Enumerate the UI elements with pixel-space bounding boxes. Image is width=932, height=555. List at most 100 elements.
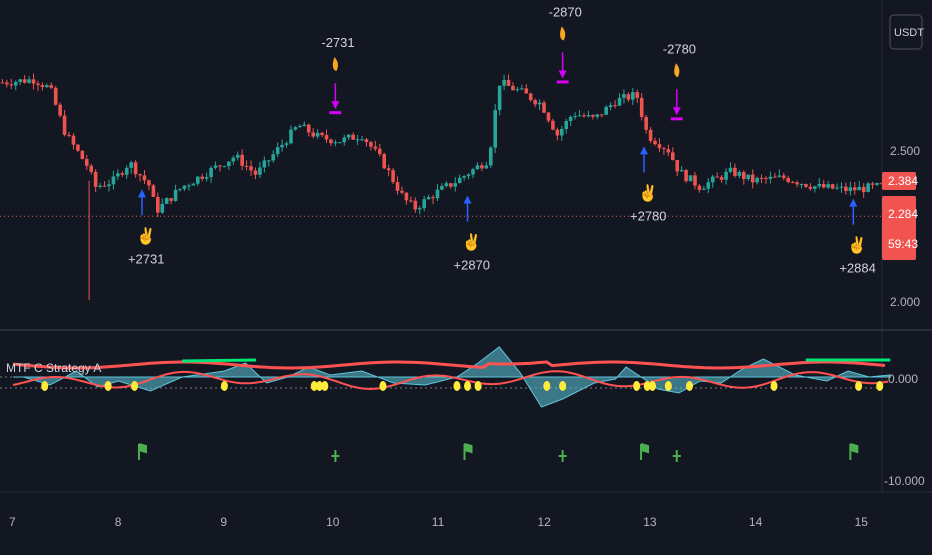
candle-body — [781, 175, 786, 178]
candle-body — [218, 165, 222, 167]
candle-body — [564, 121, 569, 130]
candle-body — [551, 120, 555, 130]
candle-body — [511, 85, 515, 91]
marked-price-text: 2.284 — [888, 207, 918, 221]
osc-buy-flag-icon — [849, 443, 859, 460]
osc-buy-flag-icon — [137, 443, 147, 460]
candle-body — [830, 184, 835, 189]
candle-body — [755, 177, 759, 183]
last-price-text: 2.384 — [888, 174, 918, 188]
osc-signal-dot — [543, 381, 551, 391]
buy-hand-icon: ✌ — [136, 226, 156, 245]
candle-body — [608, 105, 613, 107]
candle-body — [653, 140, 657, 145]
candle-body — [382, 154, 387, 169]
sell-arrow-icon — [558, 70, 567, 79]
candle-body — [475, 165, 480, 170]
candle-body — [662, 148, 666, 150]
candle-body — [631, 92, 635, 100]
candle-body — [124, 167, 129, 175]
candle-body — [426, 197, 431, 200]
candle-body — [710, 176, 715, 183]
candle-body — [648, 129, 653, 141]
candlestick-series — [0, 73, 888, 300]
candle-body — [262, 160, 267, 168]
candle-body — [315, 132, 320, 137]
osc-green-line — [182, 358, 891, 363]
candle-body — [138, 174, 142, 176]
candle-body — [524, 88, 529, 94]
candle-body — [36, 83, 40, 86]
candle-body — [67, 134, 71, 136]
time-tick-14: 14 — [749, 515, 763, 529]
candle-body — [320, 132, 324, 136]
time-tick-11: 11 — [432, 515, 445, 529]
candle-body — [546, 112, 551, 121]
osc-signal-dot — [474, 381, 482, 391]
candle-body — [444, 183, 449, 187]
sell-drop-icon — [674, 63, 680, 78]
candle-body — [102, 185, 107, 187]
candle-body — [195, 176, 200, 184]
oscillator-pane — [0, 346, 891, 462]
price-tick-2500: 2.500 — [890, 144, 920, 158]
candle-body — [804, 184, 808, 187]
candle-body — [502, 80, 506, 86]
candle-body — [857, 186, 862, 191]
candle-body — [89, 165, 94, 172]
candle-body — [129, 162, 133, 168]
candle-body — [98, 185, 102, 187]
osc-red-line — [12, 360, 886, 370]
candle-body — [813, 186, 817, 189]
candle-body — [213, 165, 218, 168]
candle-body — [164, 198, 169, 204]
candle-body — [222, 166, 227, 168]
candle-body — [333, 142, 338, 144]
candle-body — [93, 171, 98, 187]
buy-arrow-icon — [640, 146, 649, 155]
candle-body — [471, 169, 475, 175]
candle-body — [369, 142, 373, 147]
candle-body — [187, 185, 191, 187]
candle-body — [302, 124, 307, 127]
candle-body — [702, 188, 706, 190]
candle-body — [559, 129, 564, 136]
candle-body — [848, 187, 853, 192]
osc-signal-dot — [643, 381, 651, 391]
osc-signal-dot — [316, 381, 324, 391]
osc-signal-dot — [464, 381, 472, 391]
osc-signal-dot — [310, 381, 318, 391]
candle-body — [719, 177, 724, 180]
currency-button[interactable] — [889, 14, 923, 50]
buy-arrow-icon — [463, 195, 472, 204]
last-price-tag — [882, 172, 916, 190]
sell-drop-icon — [560, 26, 566, 41]
candle-body — [311, 132, 315, 137]
candle-body — [404, 192, 409, 201]
candle-body — [484, 165, 489, 169]
candle-body — [391, 170, 395, 183]
osc-signal-dot — [559, 381, 567, 391]
candle-body — [693, 175, 697, 186]
candle-body — [457, 177, 462, 184]
marked-price-tag — [882, 196, 916, 260]
candle-body — [107, 184, 111, 187]
candle-body — [586, 115, 591, 117]
osc-buy-flag-icon — [640, 443, 650, 460]
indicator-legend-title[interactable]: MTF C Strategy A — [6, 361, 101, 375]
osc-signal-dot — [379, 381, 387, 391]
candle-body — [200, 176, 205, 179]
candle-body — [595, 114, 600, 117]
osc-sell-cross-icon — [558, 450, 567, 462]
sell-trade-label: -2870 — [549, 4, 582, 19]
candle-body — [542, 102, 546, 113]
candle-body — [604, 106, 608, 115]
osc-signal-dot — [876, 381, 884, 391]
candle-body — [9, 84, 14, 86]
candle-body — [799, 184, 804, 186]
candle-body — [555, 129, 560, 136]
osc-signal-dot — [131, 381, 139, 391]
candle-body — [821, 183, 826, 188]
